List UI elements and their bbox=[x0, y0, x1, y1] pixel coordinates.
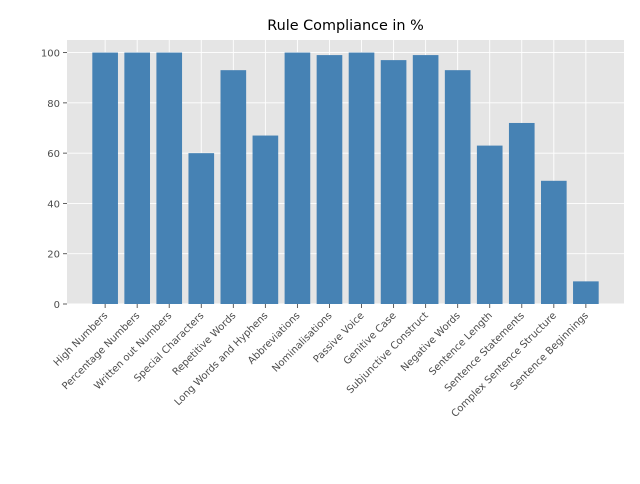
bar bbox=[476, 145, 503, 304]
bar bbox=[252, 135, 279, 304]
bar bbox=[316, 55, 343, 305]
y-tick-label: 60 bbox=[47, 149, 60, 160]
y-axis-ticks: 0 20 40 60 80 100 bbox=[41, 49, 67, 311]
bar bbox=[156, 52, 183, 305]
bar bbox=[508, 122, 535, 304]
x-tick-label: Nominalisations bbox=[270, 310, 334, 374]
bar bbox=[573, 281, 599, 304]
y-tick-label: 40 bbox=[47, 199, 60, 210]
bar bbox=[92, 52, 118, 305]
y-tick-label: 20 bbox=[47, 250, 60, 261]
y-tick-label: 0 bbox=[54, 300, 60, 311]
x-tick-label: High Numbers bbox=[52, 310, 110, 368]
bars bbox=[92, 52, 599, 305]
bar bbox=[444, 70, 471, 305]
bar bbox=[220, 70, 247, 305]
y-tick-label: 100 bbox=[41, 49, 60, 60]
bar bbox=[348, 52, 375, 305]
bar bbox=[188, 153, 215, 304]
y-tick-label: 80 bbox=[47, 99, 60, 110]
bar bbox=[124, 52, 151, 305]
bar bbox=[412, 55, 439, 305]
chart-title: Rule Compliance in % bbox=[267, 18, 424, 34]
plot-area bbox=[67, 40, 624, 304]
x-tick-label: Negative Words bbox=[399, 310, 463, 374]
bar bbox=[380, 60, 407, 304]
bar bbox=[284, 52, 311, 305]
bar bbox=[540, 180, 567, 304]
